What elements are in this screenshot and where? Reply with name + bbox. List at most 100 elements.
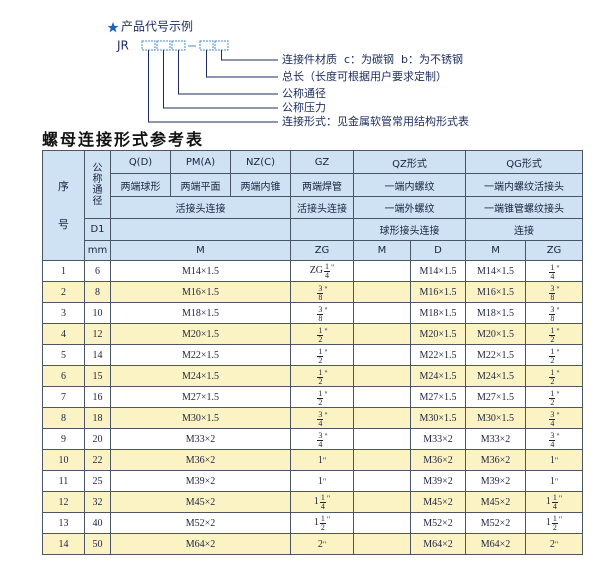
nominal-diameter: 40 bbox=[84, 512, 111, 534]
size-unit: " bbox=[558, 493, 563, 503]
thread-m: M18×1.5 bbox=[110, 302, 291, 324]
size-value: 1 1 4 " bbox=[314, 493, 330, 511]
numerator: 1 bbox=[317, 388, 324, 399]
qg-m: M20×1.5 bbox=[465, 323, 527, 345]
denominator: 4 bbox=[325, 270, 330, 280]
qg-zg: 1 " bbox=[525, 449, 584, 471]
code-box bbox=[141, 40, 156, 51]
size-unit: " bbox=[324, 305, 328, 315]
qz-d: M33×2 bbox=[409, 428, 467, 450]
code-label: 公称通径 bbox=[282, 86, 326, 100]
table-row: 11 25 M39×2 1 " M39×2 M39×2 1 " bbox=[42, 470, 584, 492]
header-cell: 两端内锥 bbox=[230, 173, 291, 197]
reference-table: 序号 公称通径 Q(D) PM(A) NZ(C) GZ QZ形式 QG形式 两端… bbox=[42, 150, 584, 555]
table-row: 6 15 M24×1.5 1 2 " M24×1.5 M24×1.5 1 2 " bbox=[42, 365, 584, 387]
size-whole: 1 bbox=[549, 454, 555, 466]
size-unit: " bbox=[556, 368, 560, 378]
qg-zg: 1 2 " bbox=[525, 323, 584, 345]
code-box bbox=[171, 40, 186, 51]
size-value: 1 2 " bbox=[548, 367, 560, 386]
code-box bbox=[199, 40, 214, 51]
table-row: 7 16 M27×1.5 1 2 " M27×1.5 M27×1.5 1 2 " bbox=[42, 386, 584, 408]
header-cell: PM(A) bbox=[170, 150, 231, 174]
size-unit: " bbox=[556, 389, 560, 399]
qz-d: M16×1.5 bbox=[409, 281, 467, 303]
gz-zg: 1 " bbox=[290, 449, 354, 471]
table-row: 1 6 M14×1.5 ZG 1 4 " M14×1.5 M14×1.5 1 4 " bbox=[42, 260, 584, 282]
size-value: 2 " bbox=[318, 539, 326, 550]
size-unit: " bbox=[556, 347, 560, 357]
qz-d: M52×2 bbox=[409, 512, 467, 534]
size-value: 3 4 " bbox=[316, 410, 328, 428]
header-cell: Q(D) bbox=[110, 150, 171, 174]
numerator: 1 bbox=[551, 492, 558, 503]
row-number: 8 bbox=[42, 407, 85, 429]
thread-m: M30×1.5 bbox=[110, 407, 291, 429]
table-row: 3 10 M18×1.5 3 8 " M18×1.5 M18×1.5 3 8 " bbox=[42, 302, 584, 324]
size-whole: 1 bbox=[549, 475, 555, 487]
row-number: 3 bbox=[42, 302, 85, 324]
star-icon bbox=[107, 22, 119, 33]
qg-m: M18×1.5 bbox=[465, 302, 527, 324]
numerator: 1 bbox=[324, 261, 331, 272]
header-row: D1 球形接头连接 连接 bbox=[43, 218, 584, 241]
nominal-diameter: 12 bbox=[84, 323, 111, 345]
nominal-diameter: 8 bbox=[84, 281, 111, 303]
table-row: 12 32 M45×2 1 1 4 " M45×2 M45×2 1 1 4 " bbox=[42, 491, 584, 513]
size-value: 3 8 " bbox=[548, 283, 560, 302]
qg-m: M33×2 bbox=[465, 428, 527, 450]
header-cell bbox=[290, 218, 354, 241]
qg-m: M27×1.5 bbox=[465, 386, 527, 408]
size-unit: " bbox=[556, 263, 560, 273]
qz-m bbox=[353, 407, 411, 429]
table-body: 1 6 M14×1.5 ZG 1 4 " M14×1.5 M14×1.5 1 4 " 2 8 M16×1.5… bbox=[42, 260, 584, 555]
header-cell bbox=[110, 218, 291, 241]
nominal-diameter: 6 bbox=[84, 260, 111, 282]
nominal-diameter: 22 bbox=[84, 449, 111, 471]
numerator: 1 bbox=[549, 325, 556, 336]
code-box bbox=[156, 40, 171, 51]
header-cell: D1 bbox=[84, 218, 111, 241]
leader-line bbox=[206, 50, 278, 78]
qz-d: M14×1.5 bbox=[409, 260, 467, 282]
table-row: 9 20 M33×2 3 4 " M33×2 M33×2 3 4 " bbox=[42, 428, 584, 450]
row-number: 5 bbox=[42, 344, 85, 366]
nominal-diameter: 14 bbox=[84, 344, 111, 366]
size-unit: " bbox=[556, 284, 560, 294]
size-unit: " bbox=[556, 431, 560, 441]
thread-m: M52×2 bbox=[110, 512, 291, 534]
gz-zg: 1 1 2 " bbox=[290, 512, 354, 534]
size-unit: " bbox=[324, 347, 328, 357]
denominator: 4 bbox=[552, 501, 557, 511]
qg-m: M22×1.5 bbox=[465, 344, 527, 366]
qg-zg: 3 4 " bbox=[525, 407, 584, 429]
size-value: 1 2 " bbox=[316, 347, 328, 365]
leader-line bbox=[178, 50, 278, 95]
example-title: 产品代号示例 bbox=[121, 20, 193, 34]
size-value: 1 " bbox=[318, 476, 327, 487]
gz-zg: 2 " bbox=[290, 533, 354, 555]
qz-d: M39×2 bbox=[409, 470, 467, 492]
table-row: 8 18 M30×1.5 3 4 " M30×1.5 M30×1.5 3 4 " bbox=[42, 407, 584, 429]
size-unit: " bbox=[324, 389, 328, 399]
denominator: 8 bbox=[550, 313, 555, 323]
numerator: 3 bbox=[549, 283, 556, 294]
size-unit: " bbox=[322, 476, 327, 486]
denominator: 4 bbox=[550, 271, 555, 281]
denominator: 2 bbox=[550, 355, 555, 365]
size-whole: 1 bbox=[313, 517, 319, 528]
header-cell: M bbox=[465, 240, 527, 261]
gz-zg: 3 4 " bbox=[290, 407, 354, 429]
qg-zg: 1 2 " bbox=[525, 365, 584, 387]
numerator: 1 bbox=[549, 367, 556, 378]
row-number: 7 bbox=[42, 386, 85, 408]
header-cell: QG形式 bbox=[465, 150, 584, 174]
numerator: 1 bbox=[549, 346, 556, 357]
